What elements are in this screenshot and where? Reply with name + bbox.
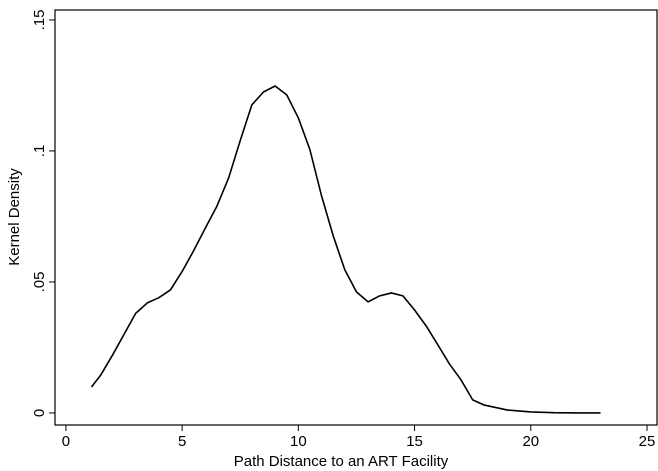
plot-frame — [54, 9, 658, 426]
y-tick-label: .1 — [31, 145, 48, 158]
x-tick-label: 0 — [62, 433, 70, 450]
x-tick-label: 20 — [522, 433, 539, 450]
x-tick-label: 15 — [406, 433, 423, 450]
y-tick-label: 0 — [31, 409, 48, 417]
y-tick-label: .15 — [31, 10, 48, 31]
y-axis-title: Kernel Density — [6, 168, 23, 266]
x-tick-label: 10 — [290, 433, 307, 450]
x-axis-title: Path Distance to an ART Facility — [234, 453, 449, 470]
x-tick-label: 5 — [178, 433, 186, 450]
x-tick-label: 25 — [639, 433, 656, 450]
y-tick-label: .05 — [31, 272, 48, 293]
density-line — [90, 85, 601, 414]
